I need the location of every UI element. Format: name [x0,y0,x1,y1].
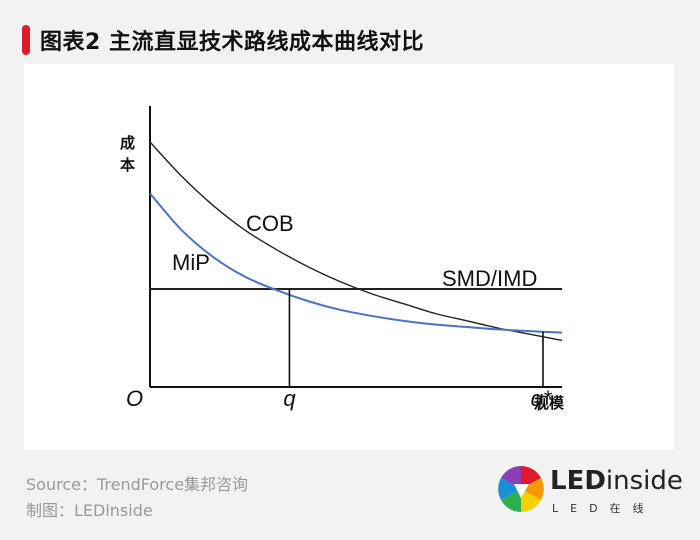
y-axis-label-1: 成 [120,134,135,152]
chart-title: 图表2 主流直显技术路线成本曲线对比 [40,30,424,55]
title-accent-bar [22,25,30,55]
x-axis-label: 规模 [534,394,565,412]
y-axis-label-2: 本 [120,156,135,174]
x-tick-label-q: q [283,386,296,411]
chart-footer: Source：TrendForce集邦咨询 制图：LEDinside [26,472,248,524]
chart-panel: COB MiP SMD/IMD 成 本 规模 O q q* [24,64,674,450]
series-label-smd-imd: SMD/IMD [442,266,537,291]
logo-wordmark: LEDinside [550,466,683,496]
ledinside-logo: LEDinside LED在线 [496,462,686,520]
logo-subtitle: LED在线 [552,502,656,515]
series-line-cob [149,141,563,342]
chart-title-bar: 图表2 主流直显技术路线成本曲线对比 [22,24,424,56]
origin-label: O [126,386,143,411]
series-label-cob: COB [246,211,294,236]
logo-mark-icon [498,466,544,512]
credit-note: 制图：LEDinside [26,501,153,520]
x-tick-label-q-star: q* [531,386,553,411]
cost-curve-chart: COB MiP SMD/IMD 成 本 规模 O q q* [120,106,565,412]
series-line-mip [149,192,563,334]
source-note: Source：TrendForce集邦咨询 [26,475,249,494]
series-label-mip: MiP [172,250,210,275]
